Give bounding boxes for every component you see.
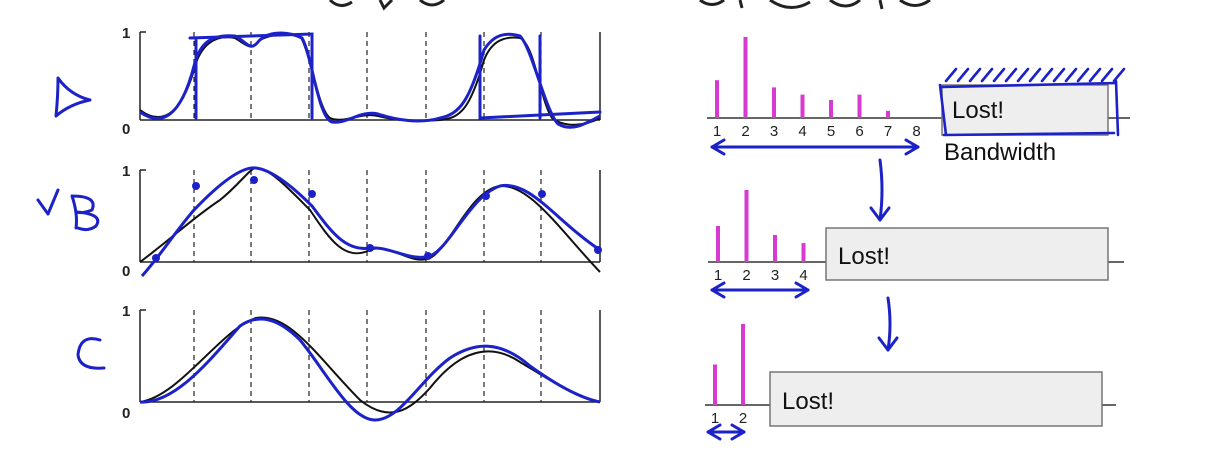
down-arrow-2 — [886, 296, 892, 352]
harmonic-tick-label: 1 — [714, 267, 722, 284]
plot-a — [139, 31, 602, 129]
harmonic-bar-6 — [857, 94, 862, 118]
harmonic-tick-label: 4 — [799, 267, 807, 284]
plot-b-y-top-label: 1 — [122, 163, 130, 180]
harmonic-tick-label: 4 — [798, 123, 806, 140]
sample-point — [308, 190, 316, 198]
harmonic-tick-label: 2 — [739, 410, 747, 427]
original-signal-curve — [139, 166, 601, 273]
harmonic-bar-1 — [715, 80, 719, 118]
harmonic-tick-label: 5 — [827, 123, 835, 140]
harmonic-bar-5 — [829, 100, 833, 118]
bandwidth-arrow-2-head-right — [794, 281, 810, 299]
original-signal-curve — [139, 33, 601, 126]
handwritten-label-c — [76, 337, 106, 370]
harmonic-bar-2 — [744, 190, 749, 262]
down-arrow-1-head — [869, 206, 891, 222]
bandwidth-arrow-2-head-left — [710, 281, 726, 299]
harmonic-tick-label: 3 — [771, 267, 779, 284]
sample-point — [250, 176, 258, 184]
lost-region-box — [941, 84, 1109, 136]
plot-c — [139, 309, 601, 422]
original-signal-curve — [139, 316, 601, 414]
harmonic-tick-label: 1 — [711, 410, 719, 427]
harmonic-bar-4 — [800, 94, 805, 118]
bandwidth-arrow-head-left — [710, 138, 726, 156]
reconstructed-curve — [139, 31, 601, 129]
harmonic-bar-2 — [741, 324, 745, 405]
plot-c-y-bottom-label: 0 — [122, 405, 130, 422]
sample-point — [424, 252, 432, 260]
handwritten-label-a — [54, 76, 92, 118]
harmonic-bar-1 — [713, 364, 717, 405]
harmonic-tick-label: 7 — [884, 123, 892, 140]
bandwidth-arrow-3-head-left — [706, 423, 722, 441]
down-arrow-1 — [878, 158, 884, 222]
plot-a-y-top-label: 1 — [122, 25, 130, 42]
sample-point — [366, 244, 374, 252]
lost-label-2: Lost! — [838, 243, 890, 270]
reconstructed-curve — [139, 317, 601, 422]
bandwidth-arrow-head-right — [904, 138, 920, 156]
plot-b — [139, 166, 602, 278]
bandwidth-label: Bandwidth — [944, 139, 1056, 166]
down-arrow-2-head — [877, 336, 899, 352]
hand-drawn-cross-out — [938, 67, 1126, 137]
harmonic-bar-1 — [716, 226, 720, 262]
lost-region-box — [769, 371, 1103, 427]
sample-point — [482, 192, 490, 200]
plot-b-y-bottom-label: 0 — [122, 263, 130, 280]
harmonic-tick-label: 2 — [742, 267, 750, 284]
harmonic-tick-label: 8 — [912, 123, 920, 140]
handwritten-label-b — [36, 188, 100, 232]
harmonic-bar-7 — [886, 110, 890, 118]
handwritten-labels — [36, 76, 106, 370]
spectrum-2: 1 2 3 4 — [708, 190, 1124, 352]
hand-drawn-square-wave — [188, 32, 602, 120]
cut-off-title-text — [328, 0, 931, 11]
sample-point — [594, 246, 602, 254]
bandwidth-arrow-3-head-right — [730, 423, 746, 441]
sample-point — [152, 254, 160, 262]
harmonic-tick-label: 3 — [770, 123, 778, 140]
harmonic-bar-3 — [773, 235, 777, 262]
sample-point — [192, 182, 200, 190]
reconstructed-curve — [140, 166, 601, 278]
lost-label-3: Lost! — [782, 388, 834, 415]
spectrum-1: 1 2 3 4 5 6 7 8 — [707, 37, 1130, 222]
harmonic-bar-2 — [743, 37, 748, 118]
lost-region-box — [825, 227, 1109, 281]
harmonic-bar-4 — [801, 243, 806, 262]
sample-point — [538, 190, 546, 198]
harmonic-bar-3 — [772, 87, 776, 118]
lost-label-1: Lost! — [952, 97, 1004, 124]
harmonic-tick-label: 1 — [713, 123, 721, 140]
plot-a-y-bottom-label: 0 — [122, 121, 130, 138]
plot-c-y-top-label: 1 — [122, 303, 130, 320]
harmonic-tick-label: 6 — [855, 123, 863, 140]
harmonic-tick-label: 2 — [741, 123, 749, 140]
